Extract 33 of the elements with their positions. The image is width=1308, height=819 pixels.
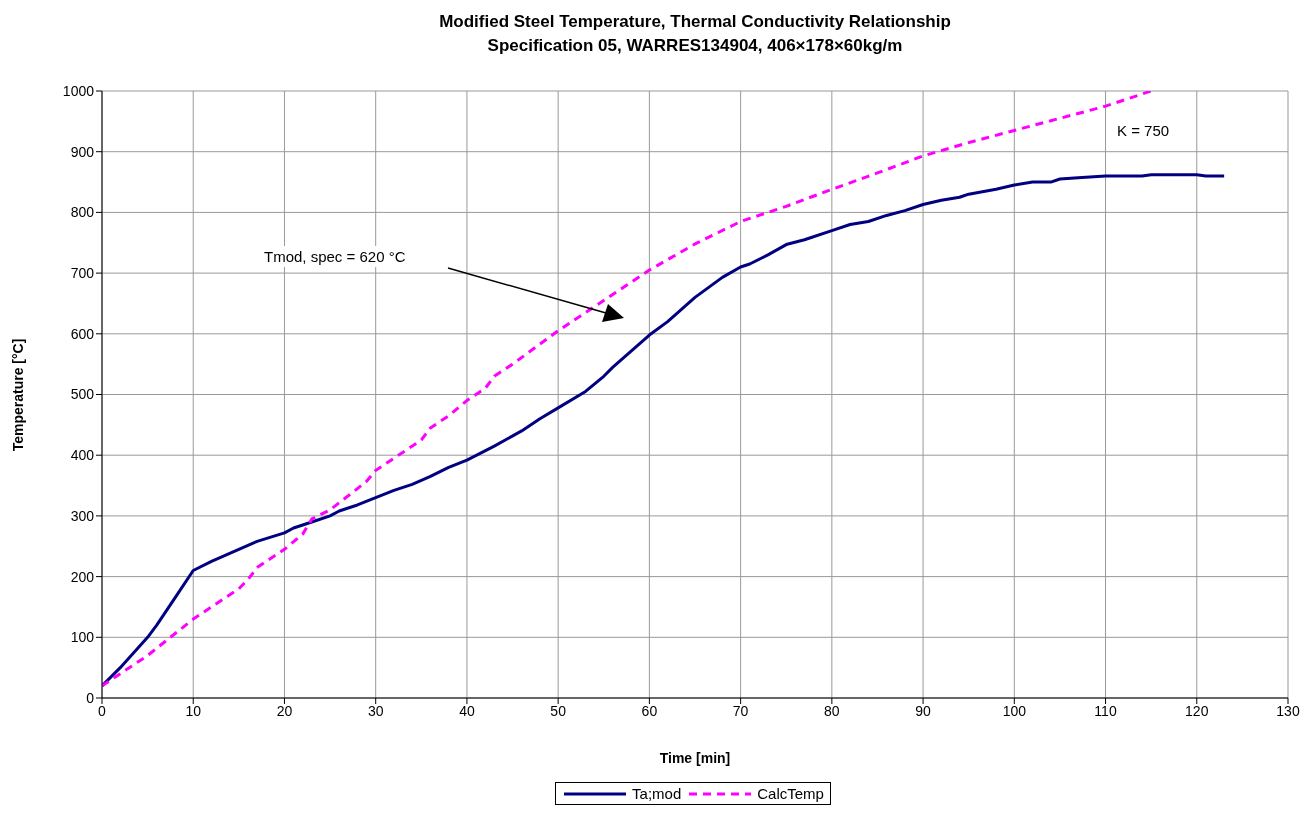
y-tick-label: 500 bbox=[70, 386, 95, 403]
x-tick-label: 0 bbox=[98, 702, 107, 719]
x-tick-label: 20 bbox=[276, 702, 293, 719]
x-tick-label: 80 bbox=[824, 702, 840, 719]
y-tick-label: 300 bbox=[70, 507, 95, 524]
legend-label: Ta;mod bbox=[632, 785, 682, 802]
y-tick-label: 100 bbox=[70, 629, 95, 646]
y-tick-label: 800 bbox=[70, 204, 95, 221]
annotation: K = 750 bbox=[1113, 120, 1174, 141]
x-tick-label: 30 bbox=[367, 702, 384, 719]
x-tick-label: 70 bbox=[732, 702, 749, 719]
x-tick-label: 50 bbox=[550, 702, 567, 719]
chart-title: Modified Steel Temperature, Thermal Conductivity Relationship bbox=[438, 11, 952, 33]
x-tick-label: 130 bbox=[1276, 702, 1300, 719]
y-axis-title: Temperature [°C] bbox=[10, 338, 27, 451]
chart-subtitle: Specification 05, WARRES134904, 406×178×60kg/m bbox=[486, 35, 904, 57]
x-tick-label: 40 bbox=[459, 702, 475, 719]
x-axis-title: Time [min] bbox=[658, 750, 732, 766]
x-tick-label: 120 bbox=[1185, 702, 1209, 719]
x-tick-label: 10 bbox=[185, 702, 202, 719]
annotation: Tmod, spec = 620 °C bbox=[260, 246, 410, 267]
x-tick-label: 60 bbox=[641, 702, 658, 719]
x-tick-label: 90 bbox=[915, 702, 932, 719]
y-tick-label: 900 bbox=[70, 143, 95, 160]
y-tick-label: 1000 bbox=[62, 82, 95, 99]
legend-label: CalcTemp bbox=[757, 785, 824, 802]
y-tick-label: 400 bbox=[70, 447, 95, 464]
x-tick-label: 110 bbox=[1094, 702, 1117, 719]
y-tick-label: 0 bbox=[86, 689, 95, 706]
x-tick-label: 100 bbox=[1002, 702, 1027, 719]
y-tick-label: 200 bbox=[70, 568, 95, 585]
y-tick-label: 700 bbox=[70, 265, 95, 282]
y-tick-label: 600 bbox=[70, 325, 95, 342]
